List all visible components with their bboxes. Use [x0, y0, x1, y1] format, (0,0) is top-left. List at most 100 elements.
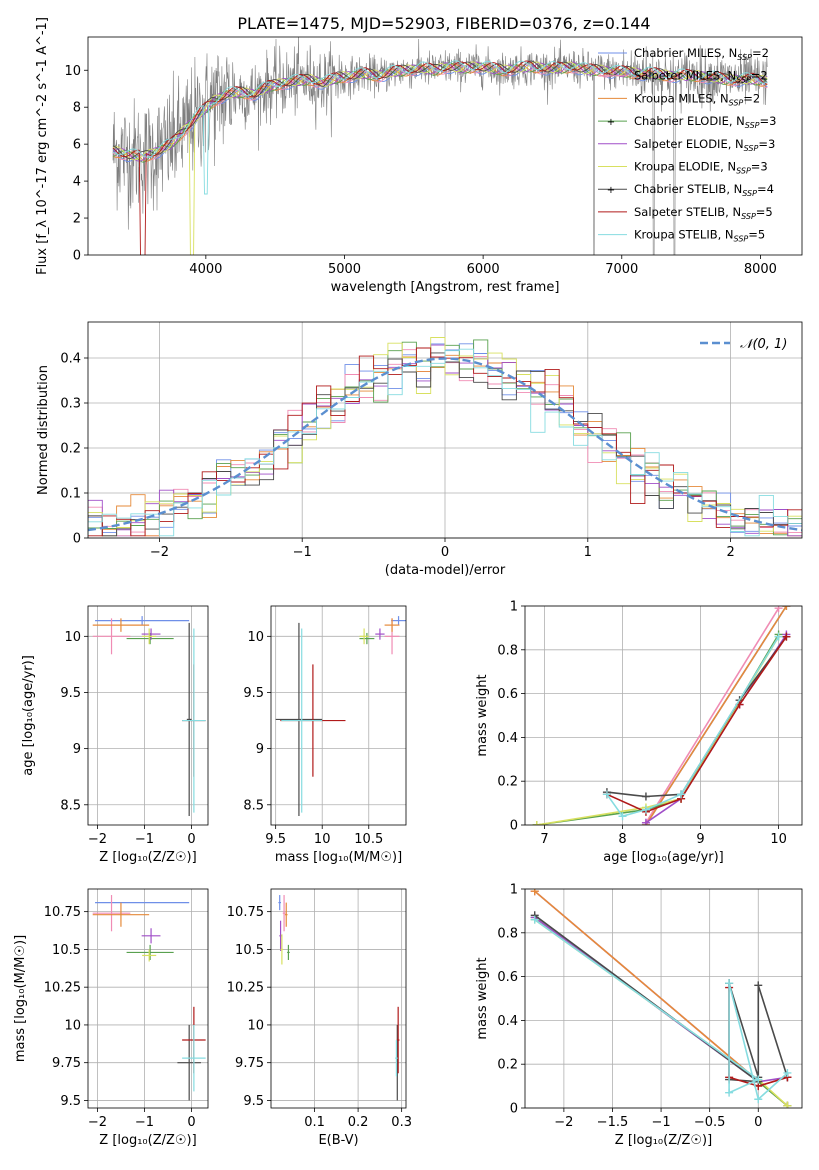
weight-marker: [532, 821, 541, 825]
y-tick-label: 0.6: [497, 687, 518, 702]
y-tick-label: 0.2: [497, 1058, 518, 1073]
weight-marker: [774, 606, 783, 613]
plot-area: [275, 616, 406, 817]
weight-line-2: [645, 607, 780, 824]
axes-weight_vs_age: 7 8 9 10 0 0.2 0.4 0.6 0.8 1 age [log₁₀(age/yr)] ma…: [475, 600, 803, 865]
x-tick-label: 6000: [467, 262, 500, 277]
y-tick-label: 9.75: [235, 1056, 264, 1071]
y-tick-label: 0.4: [497, 731, 518, 746]
x-tick-label: 5000: [328, 262, 361, 277]
x-tick-label: −2: [88, 1115, 107, 1130]
axes-mass_vs_Z: −2 −1 0 9.5 9.75 10 10.25 10.5 10.75 Z [log₁₀(Z/Z…: [13, 888, 209, 1148]
y-tick-label: 8.5: [60, 798, 81, 813]
axes-age_vs_mass: 9.5 10 10.5 8.5 9 9.5 10 mass [log₁₀(M/M☉)]: [243, 605, 407, 865]
y-axis-label: age [log₁₀(age/yr)]: [21, 655, 36, 776]
plot-area: [530, 889, 792, 1108]
residual-legend: 𝒩(0, 1): [700, 337, 787, 352]
y-tick-label: 10: [64, 630, 81, 645]
x-tick-label: 7: [540, 832, 548, 847]
weight-marker: [725, 1088, 734, 1097]
y-tick-label: 8.5: [243, 798, 264, 813]
y-tick-label: 0: [510, 819, 518, 834]
weight-marker: [783, 1101, 792, 1108]
legend-label: Salpeter ELODIE, NSSP=3: [634, 137, 775, 153]
weight-line-3: [645, 606, 788, 825]
weight-marker: [774, 632, 783, 641]
weight-line-9: [606, 636, 780, 818]
legend-label: Salpeter MILES, NSSP=2: [634, 69, 768, 85]
y-tick-label: 0.8: [497, 926, 518, 941]
x-tick-label: 10.5: [354, 832, 383, 847]
y-tick-label: 9: [256, 742, 264, 757]
y-tick-label: 0: [73, 532, 81, 547]
y-tick-label: 10: [64, 1018, 81, 1033]
x-tick-label: −2: [88, 832, 107, 847]
weight-marker: [602, 790, 611, 799]
weight-line-9: [534, 919, 788, 1101]
weight-line-6: [536, 636, 780, 825]
axes-frame: [87, 36, 803, 256]
y-tick-label: 1: [510, 883, 518, 898]
axes-spectrum: 4000 5000 6000 7000 8000 0 2 4 6 8 10 wavelength [A…: [35, 17, 803, 295]
weight-marker: [641, 805, 650, 814]
x-tick-label: 0: [187, 832, 195, 847]
weight-marker: [783, 1068, 792, 1077]
weight-marker: [530, 889, 539, 896]
weight-marker: [677, 790, 686, 799]
weight-marker: [725, 979, 734, 988]
x-tick-label: 10: [770, 832, 787, 847]
plot-area: [278, 895, 400, 1101]
weight-marker: [754, 1095, 763, 1104]
x-tick-label: 0: [187, 1115, 195, 1130]
legend-label: Salpeter STELIB, NSSP=5: [634, 205, 773, 221]
axes-frame: [270, 605, 407, 826]
y-tick-label: 0.1: [60, 487, 81, 502]
x-tick-label: 7000: [605, 262, 638, 277]
x-tick-label: 9: [696, 832, 704, 847]
x-axis-label: age [log₁₀(age/yr)]: [603, 850, 724, 865]
model-line-9: [112, 60, 768, 195]
x-axis-label: Z [log₁₀(Z/Z☉)]: [99, 1133, 196, 1148]
x-axis-label: wavelength [Angstrom, rest frame]: [331, 280, 560, 295]
y-tick-label: 10.75: [44, 905, 81, 920]
y-tick-label: 0.6: [497, 970, 518, 985]
normal-curve: [88, 357, 802, 532]
x-tick-label: 8000: [744, 262, 777, 277]
x-tick-label: −1: [135, 1115, 154, 1130]
legend-label: Chabrier MILES, NSSP=2: [634, 46, 769, 62]
legend-label: Kroupa ELODIE, NSSP=3: [634, 160, 768, 176]
y-tick-label: 8: [73, 101, 81, 116]
y-axis-label: Normed distribution: [36, 365, 51, 495]
y-tick-label: 10.5: [235, 943, 264, 958]
y-tick-label: 10: [247, 1018, 264, 1033]
legend-label: Kroupa MILES, NSSP=2: [634, 91, 760, 107]
x-tick-label: 8: [618, 832, 626, 847]
weight-line-8: [606, 636, 788, 813]
y-tick-label: 9.5: [243, 1094, 264, 1109]
weight-marker: [782, 606, 791, 610]
weight-marker: [754, 981, 763, 990]
plot-area: [92, 895, 206, 1101]
x-tick-label: 10: [314, 832, 331, 847]
axes-frame: [524, 888, 803, 1109]
plot-area: [88, 337, 802, 538]
x-tick-label: −2: [554, 1115, 573, 1130]
y-tick-label: 0.3: [60, 397, 81, 412]
x-tick-label: 0.3: [391, 1115, 412, 1130]
y-tick-label: 9.5: [60, 1094, 81, 1109]
y-tick-label: 10.25: [44, 981, 81, 996]
y-axis-label: Flux [f_λ 10^-17 erg cm^-2 s^-1 A^-1]: [35, 17, 50, 275]
legend-marker: +: [607, 185, 615, 196]
x-axis-label: Z [log₁₀(Z/Z☉)]: [615, 1133, 712, 1148]
observed-spectrum-line: [112, 37, 768, 255]
weight-marker: [530, 915, 539, 924]
y-tick-label: 4: [73, 175, 81, 190]
axes-frame: [87, 888, 209, 1109]
x-tick-label: 0.2: [348, 1115, 369, 1130]
x-tick-label: 0: [441, 545, 449, 560]
y-tick-label: 10: [247, 630, 264, 645]
axes-frame: [87, 321, 803, 539]
axes-mass_vs_ebv: 0.1 0.2 0.3 9.5 9.75 10 10.25 10.5 10.75 E(B-V): [227, 888, 412, 1148]
x-tick-label: 0: [754, 1115, 762, 1130]
